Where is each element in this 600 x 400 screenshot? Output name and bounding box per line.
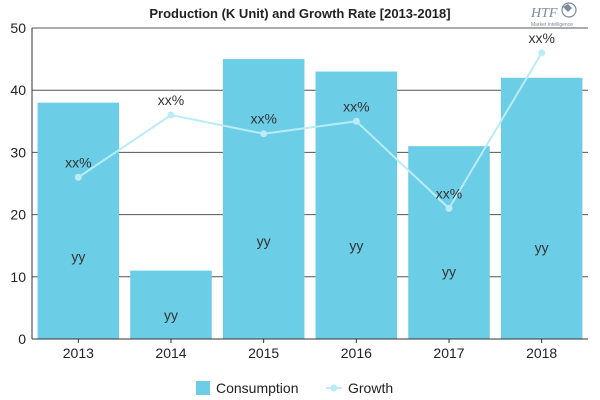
bar-data-label: yy xyxy=(257,233,271,249)
x-tick-label: 2018 xyxy=(526,345,557,361)
x-tick-label: 2017 xyxy=(433,345,464,361)
axis-layer: 0 10 20 30 40 50 2013 2014 2015 2016 2017 2018 xyxy=(10,20,588,361)
logo-subtitle: Market Intelligence xyxy=(531,22,573,28)
x-tick-label: 2013 xyxy=(63,345,94,361)
x-tick-label: 2016 xyxy=(341,345,372,361)
growth-point-2018 xyxy=(538,49,546,57)
bars-layer xyxy=(37,59,583,339)
chart-title: Production (K Unit) and Growth Rate [201… xyxy=(149,6,450,21)
growth-data-label: xx% xyxy=(343,98,369,114)
y-tick-label: 50 xyxy=(10,20,26,36)
y-tick-label: 30 xyxy=(10,144,26,160)
growth-data-label: xx% xyxy=(436,185,462,201)
y-tick-label: 20 xyxy=(10,207,26,223)
growth-point-2017 xyxy=(445,204,453,212)
legend: Consumption Growth xyxy=(196,380,393,396)
bar-consumption-2017 xyxy=(408,146,490,339)
legend-label-consumption: Consumption xyxy=(216,380,299,396)
x-tick-label: 2015 xyxy=(248,345,279,361)
bar-consumption-2014 xyxy=(130,270,212,339)
growth-point-2015 xyxy=(260,130,268,138)
growth-point-2016 xyxy=(352,117,360,125)
y-tick-label: 0 xyxy=(18,331,26,347)
growth-point-2014 xyxy=(167,111,175,119)
grid-layer xyxy=(32,27,588,278)
growth-data-label: xx% xyxy=(250,111,276,127)
data-labels-layer: yy yy yy yy yy yy xx% xx% xx% xx% xx% xx% xyxy=(65,30,555,323)
logo-text: HTF xyxy=(530,6,558,21)
bar-consumption-2015 xyxy=(222,59,305,339)
growth-data-label: xx% xyxy=(158,92,184,108)
bar-consumption-2018 xyxy=(500,77,583,339)
bar-consumption-2016 xyxy=(315,71,398,339)
x-tick-label: 2014 xyxy=(155,345,186,361)
growth-point-2013 xyxy=(74,173,82,181)
growth-line xyxy=(77,52,543,210)
legend-swatch-consumption xyxy=(196,381,210,395)
globe-icon xyxy=(561,2,577,18)
y-tick-label: 40 xyxy=(10,82,26,98)
growth-data-label: xx% xyxy=(528,30,554,46)
legend-marker-growth xyxy=(330,384,338,392)
bar-data-label: yy xyxy=(349,237,363,253)
bar-data-label: yy xyxy=(535,240,549,256)
bar-data-label: yy xyxy=(164,307,178,323)
growth-line-layer xyxy=(74,49,546,212)
y-tick-label: 10 xyxy=(10,269,26,285)
bar-data-label: yy xyxy=(442,264,456,280)
htf-logo: HTF Market Intelligence xyxy=(530,2,577,28)
bar-consumption-2013 xyxy=(37,102,120,339)
growth-data-label: xx% xyxy=(65,154,91,170)
bar-data-label: yy xyxy=(71,248,85,264)
legend-label-growth: Growth xyxy=(348,380,393,396)
